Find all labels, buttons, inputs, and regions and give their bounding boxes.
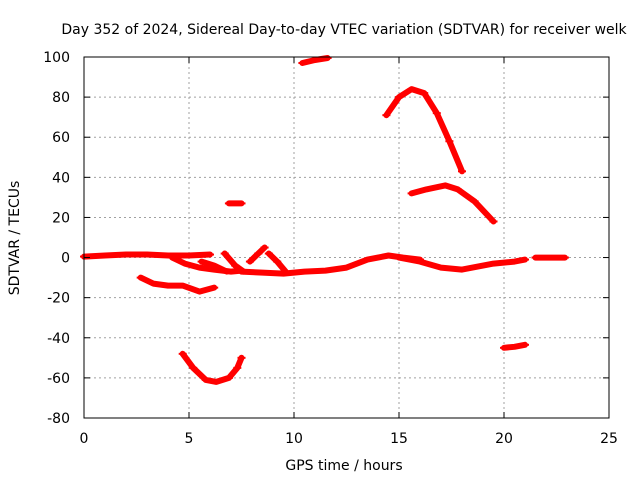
y-tick-label: -60 [47, 371, 70, 387]
y-tick-label: -80 [47, 411, 70, 427]
y-tick-label: 60 [52, 130, 70, 146]
x-tick-label: 5 [185, 431, 194, 447]
y-tick-label: 20 [52, 210, 70, 226]
series-arc-main-4 [396, 254, 528, 273]
y-axis-label: SDTVAR / TECUs [7, 181, 23, 296]
y-tick-label: -20 [47, 291, 70, 307]
series-arc-peak-84 [383, 86, 465, 175]
x-tick-label: 10 [285, 431, 303, 447]
y-tick-label: 80 [52, 90, 70, 106]
x-tick-label: 15 [390, 431, 408, 447]
y-tick-label: 0 [61, 251, 70, 267]
y-tick-label: 100 [43, 50, 70, 66]
y-tick-label: 40 [52, 170, 70, 186]
series-arc-small-c [246, 244, 268, 265]
axis-ticks: 0 5 10 15 20 25 -80 -60 -40 -20 0 20 40 60 80 100 [43, 50, 618, 447]
chart-title: Day 352 of 2024, Sidereal Day-to-day VTE… [61, 22, 627, 38]
plot-frame [83, 56, 610, 419]
x-tick-label: 20 [495, 431, 513, 447]
series-arc-hump-36 [408, 182, 497, 225]
grid-lines [84, 57, 609, 418]
x-tick-label: 0 [80, 431, 89, 447]
x-axis-label: GPS time / hours [285, 458, 402, 474]
data-series [80, 55, 569, 385]
y-tick-label: -40 [47, 331, 70, 347]
series-arc-main-3 [238, 252, 423, 277]
x-tick-label: 25 [600, 431, 618, 447]
